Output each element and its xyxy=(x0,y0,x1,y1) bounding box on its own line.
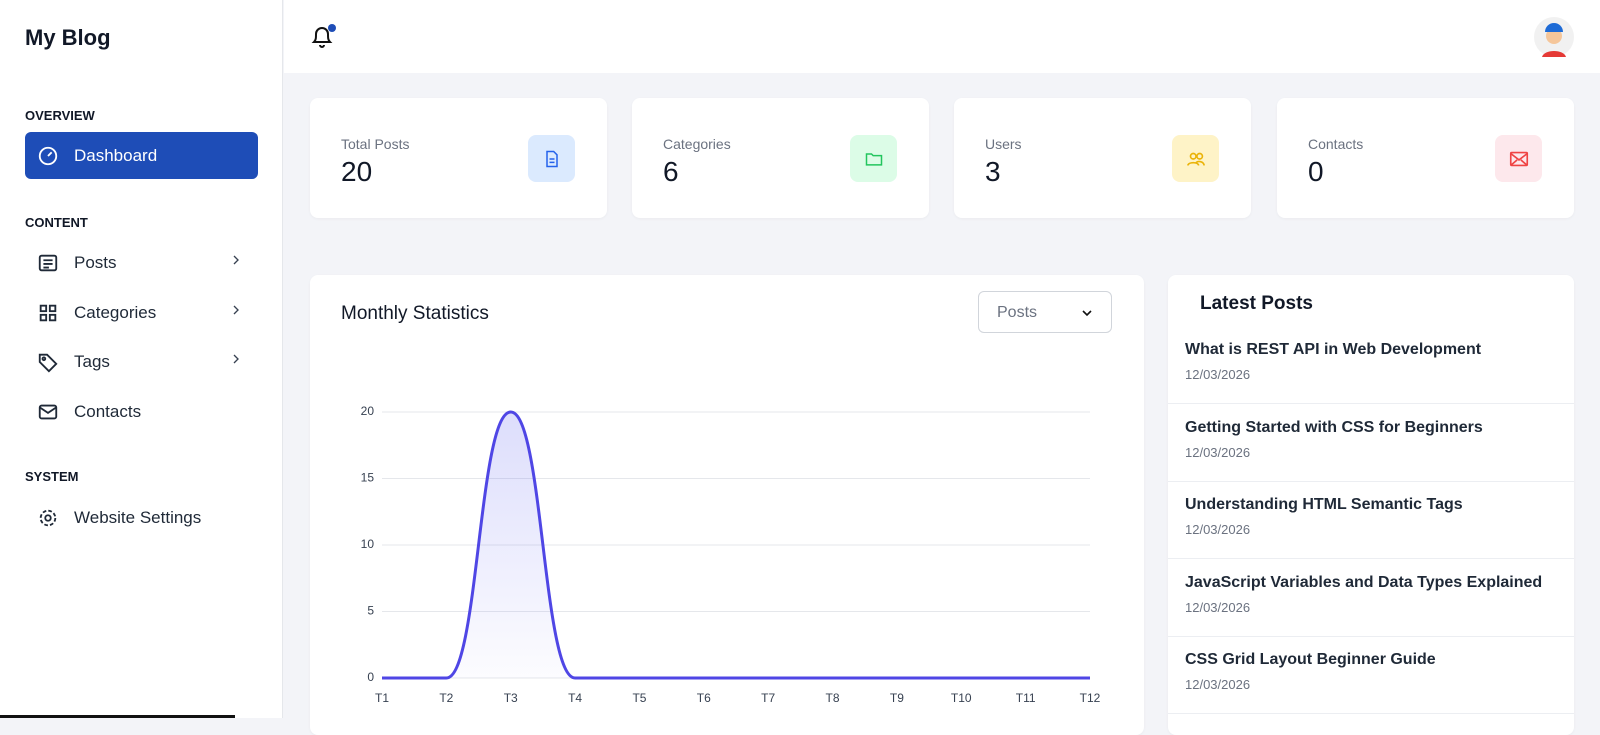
latest-posts-card: Latest Posts What is REST API in Web Dev… xyxy=(1168,275,1574,735)
section-title: Latest Posts xyxy=(1200,293,1313,314)
stat-label: Total Posts xyxy=(341,136,410,152)
x-tick-label: T1 xyxy=(375,691,389,705)
nav-item[interactable]: Categories xyxy=(25,289,258,336)
stat-label: Categories xyxy=(663,136,731,152)
notification-bell[interactable] xyxy=(310,24,340,50)
stat-card: Total Posts 20 xyxy=(310,98,607,218)
area xyxy=(382,412,1090,678)
nav-label: Contacts xyxy=(74,402,142,421)
nav-label: Categories xyxy=(74,303,157,322)
section-title: CONTENT xyxy=(25,215,88,230)
x-tick-label: T7 xyxy=(761,691,775,705)
dropdown-value: Posts xyxy=(997,304,1038,321)
nav-label: Dashboard xyxy=(74,146,158,165)
sidebar: My Blog OVERVIEW Dashboard CONTENT Posts… xyxy=(0,0,283,718)
nav-item[interactable]: Website Settings xyxy=(25,494,258,541)
y-tick-label: 15 xyxy=(361,471,375,485)
post-date: 12/03/2026 xyxy=(1185,522,1251,537)
post-title: Getting Started with CSS for Beginners xyxy=(1185,418,1483,436)
stat-card: Users 3 xyxy=(954,98,1251,218)
x-tick-label: T10 xyxy=(951,691,972,705)
section-title: OVERVIEW xyxy=(25,108,95,123)
nav-label: Posts xyxy=(74,253,117,272)
post-date: 12/03/2026 xyxy=(1185,599,1251,615)
avatar[interactable] xyxy=(1534,17,1574,57)
x-tick-label: T5 xyxy=(632,691,646,705)
header xyxy=(284,0,1600,73)
stat-value: 3 xyxy=(985,156,1001,187)
stat-card: Contacts 0 xyxy=(1277,98,1574,218)
post-title: What is REST API in Web Development xyxy=(1185,341,1482,358)
section-title: SYSTEM xyxy=(25,469,79,484)
post-item[interactable]: CSS Grid Layout Beginner Guide 12/03/2026 xyxy=(1168,637,1574,714)
nav-item[interactable]: Dashboard xyxy=(25,132,258,179)
post-date: 12/03/2026 xyxy=(1185,367,1251,382)
nav-item[interactable]: Posts xyxy=(25,239,258,286)
x-tick-label: T3 xyxy=(504,691,518,705)
stat-card: Categories 6 xyxy=(632,98,929,218)
x-tick-label: T11 xyxy=(1016,691,1036,705)
brand[interactable]: My Blog xyxy=(25,25,111,50)
nav-item[interactable]: Tags xyxy=(25,338,258,385)
y-tick-label: 5 xyxy=(367,604,374,618)
post-item[interactable]: What is REST API in Web Development 12/03… xyxy=(1168,327,1574,404)
post-title: CSS Grid Layout Beginner Guide xyxy=(1185,651,1436,668)
x-tick-label: T9 xyxy=(890,691,904,705)
chart-card: Monthly Statistics Posts 0 5 10 15 20 T1 T2 T3 T… xyxy=(310,275,1144,735)
stat-label: Users xyxy=(985,136,1022,152)
x-tick-label: T6 xyxy=(697,691,711,705)
x-tick-label: T4 xyxy=(568,691,582,705)
nav-label: Website Settings xyxy=(74,508,202,527)
post-date: 12/03/2026 xyxy=(1185,677,1251,692)
post-item[interactable]: Getting Started with CSS for Beginners 12… xyxy=(1168,405,1574,482)
post-item[interactable]: JavaScript Variables and Data Types Expl… xyxy=(1168,560,1574,637)
nav-label: Tags xyxy=(74,352,110,371)
x-tick-label: T8 xyxy=(826,691,840,705)
y-tick-label: 10 xyxy=(361,537,375,551)
y-tick-label: 0 xyxy=(367,670,374,684)
stat-value: 6 xyxy=(663,156,679,187)
post-item[interactable]: Understanding HTML Semantic Tags 12/03/20… xyxy=(1168,482,1574,559)
chart-title: Monthly Statistics xyxy=(341,303,489,324)
stat-label: Contacts xyxy=(1308,136,1364,152)
chart: 0 5 10 15 20 T1 T2 T3 T4 T5 T6 T7 T8 T9 T10 T11 T12 xyxy=(361,404,1101,705)
stat-value: 0 xyxy=(1308,156,1324,187)
nav-item[interactable]: Contacts xyxy=(25,388,258,435)
x-tick-label: T2 xyxy=(439,691,453,705)
x-tick-label: T12 xyxy=(1080,691,1101,705)
y-tick-label: 20 xyxy=(361,404,375,418)
scrollbar xyxy=(0,715,235,718)
line xyxy=(382,410,1090,680)
stat-value: 20 xyxy=(341,156,373,187)
filter-dropdown[interactable]: Posts xyxy=(978,291,1112,333)
post-title: JavaScript Variables and Data Types Expl… xyxy=(1185,573,1543,591)
post-title: Understanding HTML Semantic Tags xyxy=(1185,496,1463,513)
post-date: 12/03/2026 xyxy=(1185,444,1251,460)
